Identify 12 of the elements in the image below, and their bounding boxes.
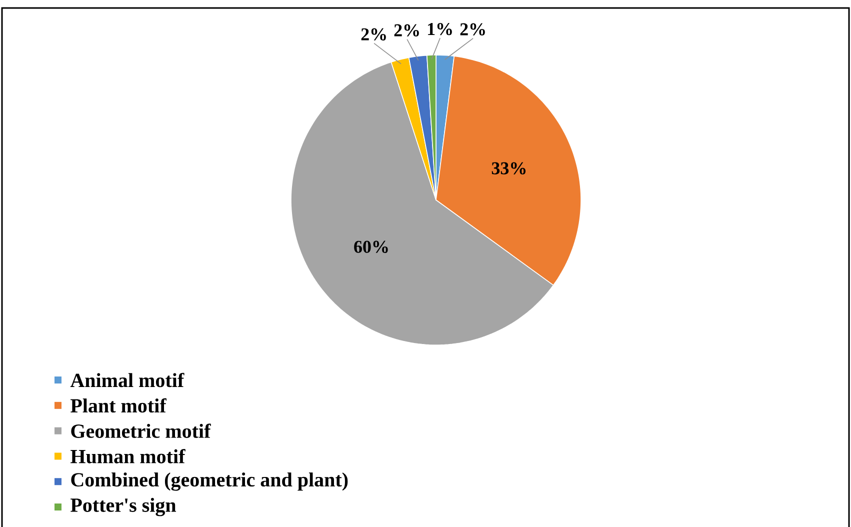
data-label: 60% [354, 240, 388, 253]
data-label: 1% [428, 22, 452, 36]
legend-label: Animal motif [70, 372, 184, 388]
legend-label: Plant motif [70, 398, 166, 413]
legend-label: Human motif [70, 449, 186, 464]
data-label: 2% [460, 23, 485, 36]
data-label: 2% [361, 28, 386, 40]
legend-label: Potter's sign [70, 498, 176, 516]
data-label: 33% [492, 162, 526, 174]
legend-label: Geometric motif [71, 424, 211, 438]
legend-label: Combined (geometric and plant) [71, 472, 348, 491]
data-label: 2% [394, 24, 419, 36]
